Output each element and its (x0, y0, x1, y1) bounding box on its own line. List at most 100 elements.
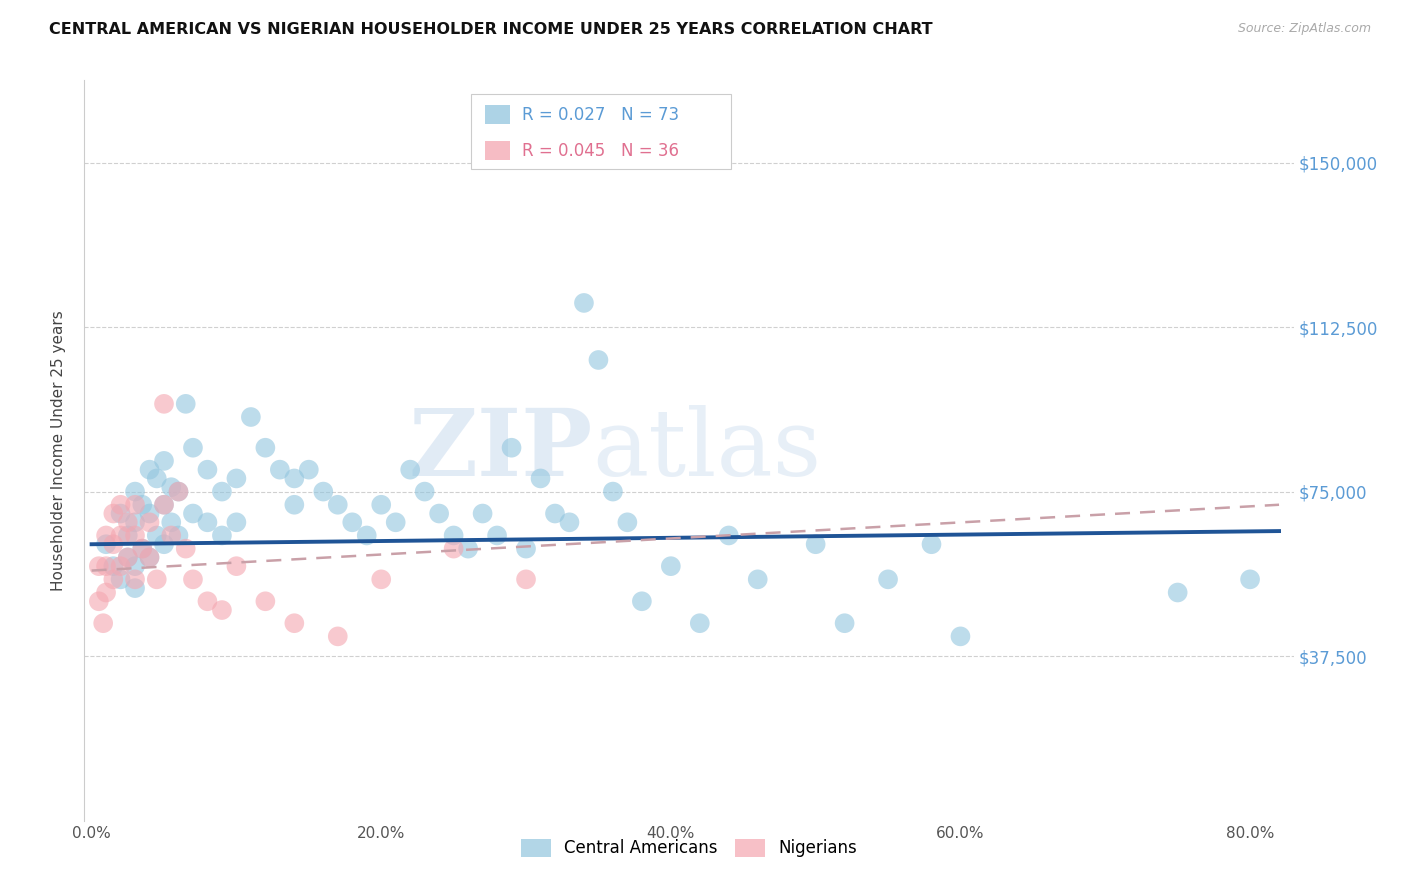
Point (94, 528, 117, 542)
Point (167, 484, 190, 499)
Point (616, 516, 638, 530)
Point (834, 616, 856, 631)
Text: R = 0.045   N = 36: R = 0.045 N = 36 (522, 142, 679, 160)
Point (181, 441, 204, 455)
Point (145, 528, 167, 542)
Point (921, 537, 943, 551)
Point (145, 471, 167, 485)
Point (124, 572, 146, 586)
Point (124, 581, 146, 595)
Point (167, 484, 190, 499)
Point (471, 507, 494, 521)
Point (384, 516, 406, 530)
Point (103, 559, 125, 574)
Text: CENTRAL AMERICAN VS NIGERIAN HOUSEHOLDER INCOME UNDER 25 YEARS CORRELATION CHART: CENTRAL AMERICAN VS NIGERIAN HOUSEHOLDER… (49, 22, 932, 37)
Point (94, 585, 117, 599)
Point (544, 507, 567, 521)
Point (413, 484, 436, 499)
Point (225, 559, 247, 574)
Point (87, 559, 110, 574)
Point (877, 572, 900, 586)
Point (197, 463, 219, 477)
Point (103, 572, 125, 586)
Point (326, 629, 349, 643)
Point (239, 409, 262, 424)
Point (283, 471, 305, 485)
Point (326, 498, 349, 512)
Point (529, 471, 551, 485)
Point (370, 572, 392, 586)
Point (1239, 572, 1261, 586)
Point (110, 572, 132, 586)
Text: R = 0.027   N = 73: R = 0.027 N = 73 (522, 105, 679, 123)
Point (103, 537, 125, 551)
Point (153, 537, 176, 551)
Point (197, 594, 219, 608)
Point (138, 463, 160, 477)
Point (160, 516, 183, 530)
Point (174, 397, 197, 411)
Point (283, 616, 305, 631)
Point (153, 498, 176, 512)
Point (94, 537, 117, 551)
Point (602, 484, 624, 499)
Point (181, 507, 204, 521)
Point (342, 516, 364, 530)
Point (443, 528, 465, 542)
Point (131, 541, 153, 556)
Point (588, 353, 610, 368)
Text: Source: ZipAtlas.com: Source: ZipAtlas.com (1237, 22, 1371, 36)
Text: atlas: atlas (592, 406, 821, 495)
Point (211, 528, 233, 542)
Point (211, 603, 233, 617)
Point (269, 463, 291, 477)
Point (457, 541, 479, 556)
Point (1167, 585, 1189, 599)
Point (153, 498, 176, 512)
Point (160, 528, 183, 542)
Point (717, 528, 740, 542)
Point (486, 528, 509, 542)
Point (659, 559, 682, 574)
Point (225, 471, 247, 485)
Point (91, 616, 114, 631)
Point (174, 541, 197, 556)
Legend: Central Americans, Nigerians: Central Americans, Nigerians (515, 832, 863, 864)
Point (103, 507, 125, 521)
Point (298, 463, 321, 477)
Point (312, 484, 335, 499)
Point (501, 441, 523, 455)
Point (110, 498, 132, 512)
Point (94, 559, 117, 574)
Point (370, 498, 392, 512)
Point (167, 528, 190, 542)
Point (117, 550, 139, 565)
Point (225, 516, 247, 530)
Point (399, 463, 422, 477)
Point (515, 541, 537, 556)
Point (631, 594, 654, 608)
Point (117, 528, 139, 542)
Point (427, 507, 450, 521)
Point (138, 507, 160, 521)
Point (181, 572, 204, 586)
Point (153, 397, 176, 411)
Point (153, 454, 176, 468)
Point (572, 296, 595, 310)
Point (124, 559, 146, 574)
Point (211, 484, 233, 499)
Point (124, 484, 146, 499)
Point (443, 541, 465, 556)
Point (117, 516, 139, 530)
Point (117, 550, 139, 565)
Point (138, 516, 160, 530)
Point (138, 550, 160, 565)
Point (197, 516, 219, 530)
Point (254, 594, 277, 608)
Point (558, 516, 581, 530)
Point (131, 541, 153, 556)
Point (689, 616, 711, 631)
Text: ZIP: ZIP (408, 406, 592, 495)
Point (124, 498, 146, 512)
Point (110, 559, 132, 574)
